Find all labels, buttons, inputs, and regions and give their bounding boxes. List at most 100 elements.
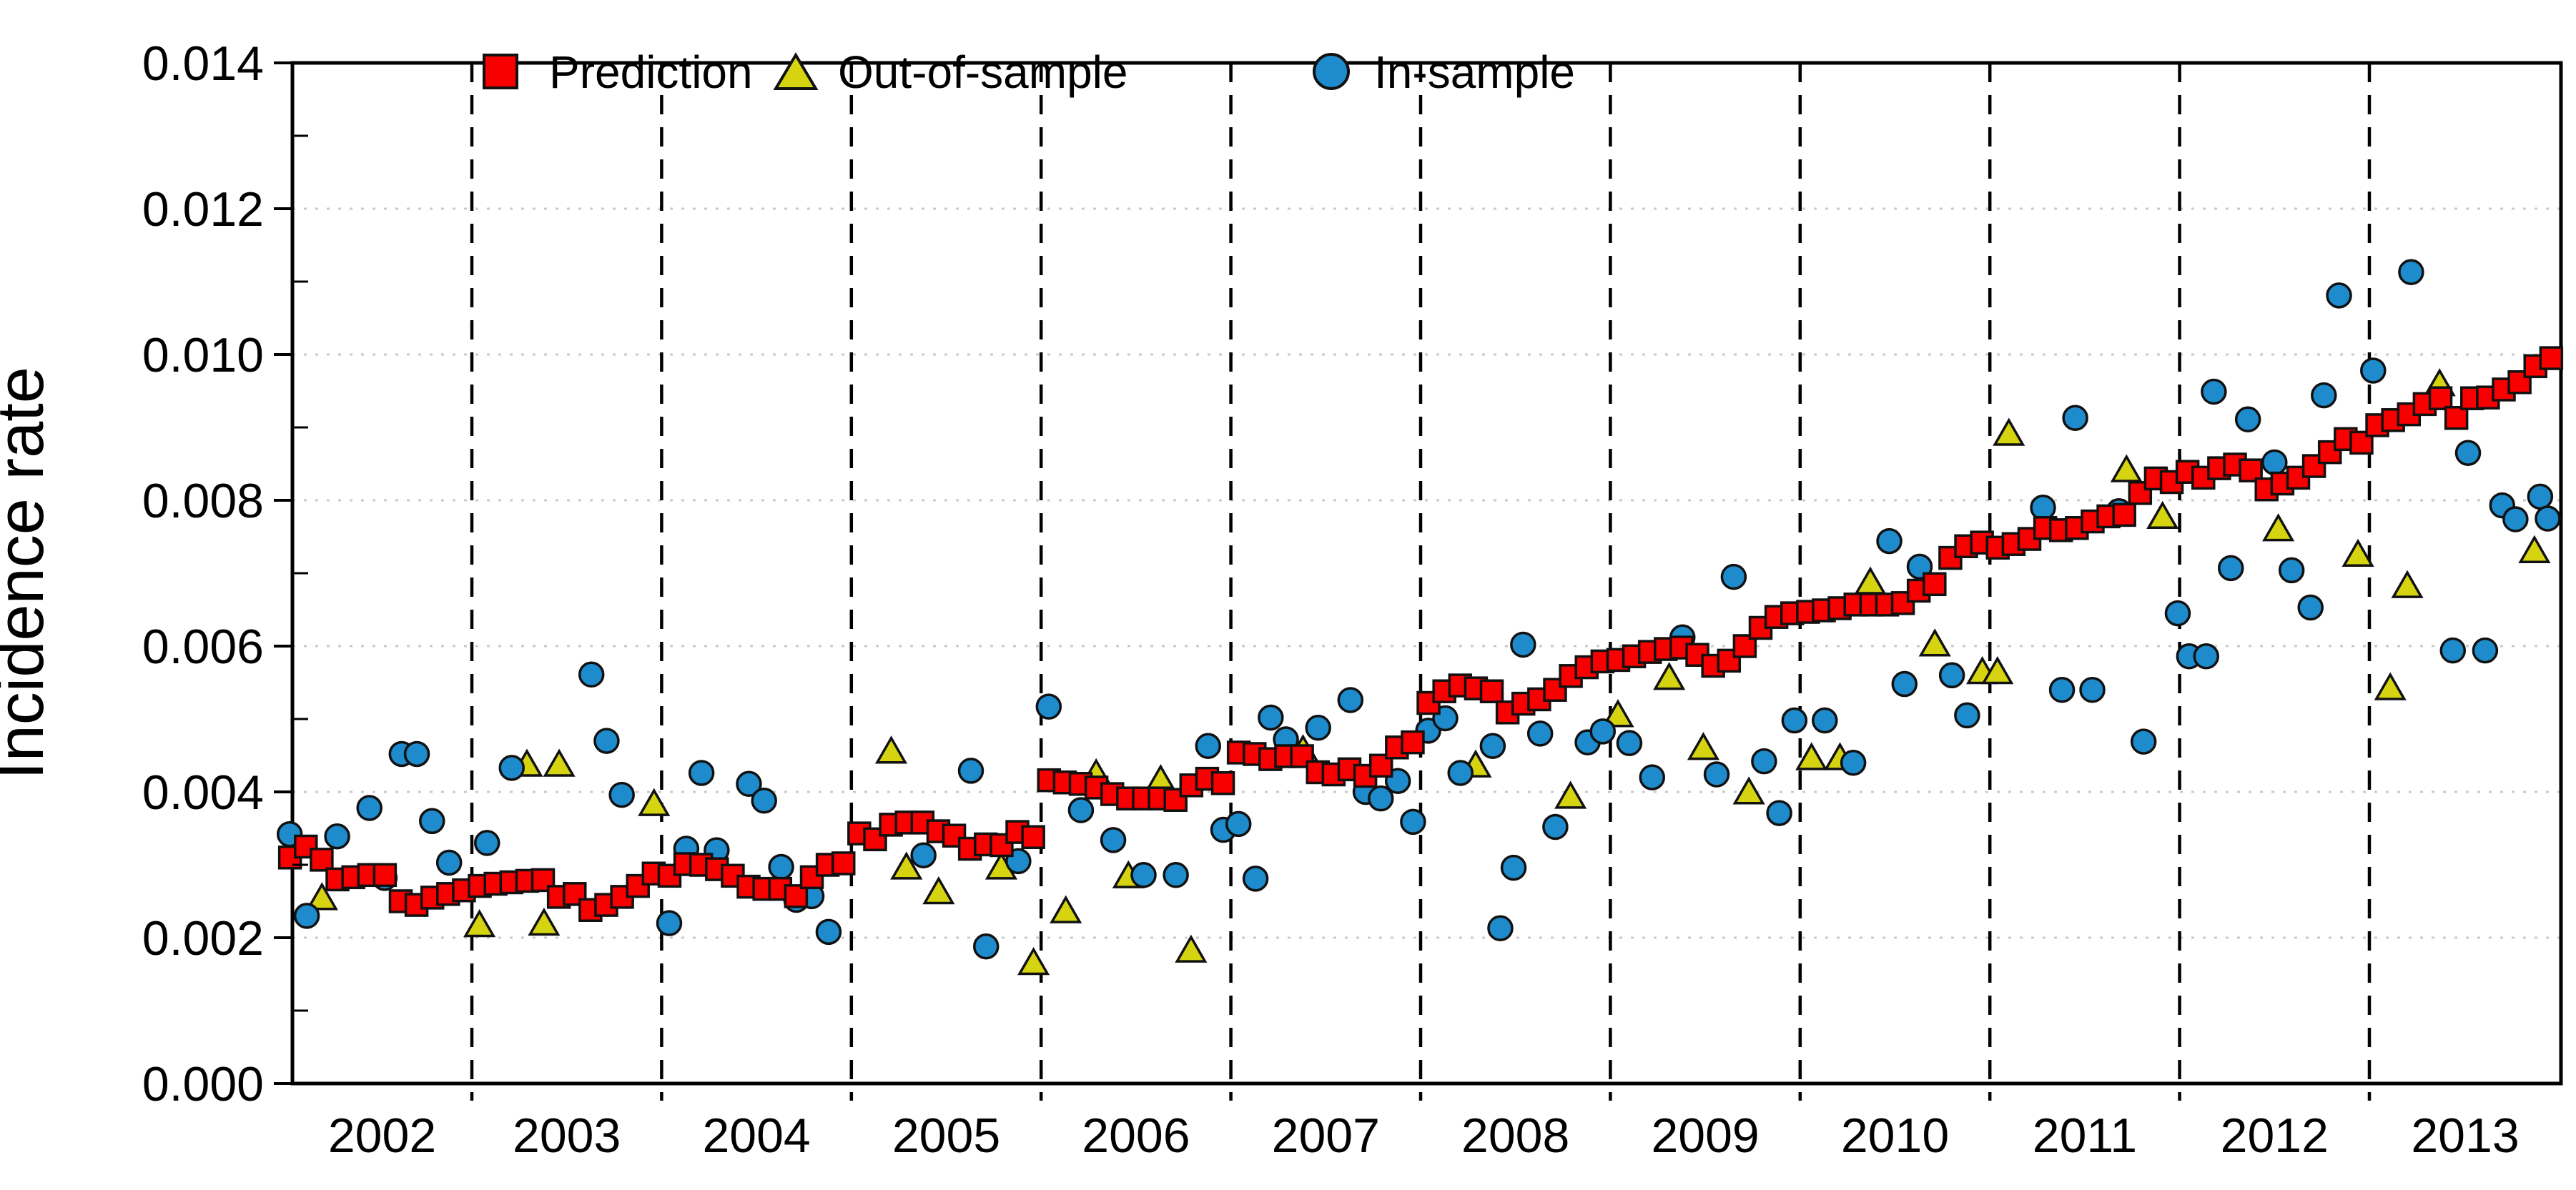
x-year-label: 2009: [1651, 1109, 1759, 1163]
prediction-point: [1923, 572, 1947, 597]
in-sample-point: [1840, 749, 1867, 776]
out-of-sample-point: [1993, 417, 2025, 446]
x-year-label: 2004: [702, 1109, 810, 1163]
prediction-point: [1210, 771, 1235, 795]
in-sample-point: [688, 760, 715, 786]
y-tick-label: 0.006: [142, 620, 264, 674]
out-of-sample-point: [1981, 655, 2014, 685]
in-sample-point: [2439, 637, 2467, 664]
out-of-sample-point: [1017, 946, 1050, 976]
out-of-sample-point: [528, 907, 561, 936]
in-sample-point: [1487, 915, 1514, 941]
y-axis-title: Incidence rate: [0, 367, 57, 780]
in-sample-point: [2234, 406, 2261, 433]
legend-out-of-sample-marker: [773, 52, 819, 90]
prediction-point: [1021, 825, 1045, 849]
in-sample-point: [656, 910, 683, 936]
in-sample-point: [1526, 720, 1554, 747]
out-of-sample-point: [1795, 742, 1828, 770]
year-separators-layer: [470, 63, 2372, 1101]
out-of-sample-point: [874, 735, 908, 764]
in-sample-point: [1100, 827, 1127, 853]
in-sample-point: [1195, 733, 1222, 759]
out-of-sample-point: [2341, 538, 2374, 567]
y-tick-label: 0.008: [142, 474, 264, 528]
prediction-point: [2112, 502, 2136, 527]
out-of-sample-point: [1687, 732, 1720, 760]
out-of-sample-point: [2262, 513, 2295, 542]
in-sample-point: [2527, 483, 2554, 510]
in-sample-point: [1781, 707, 1808, 734]
in-sample-point: [2062, 405, 2088, 431]
in-sample-point: [498, 755, 525, 781]
in-sample-point: [1589, 718, 1617, 745]
in-sample-point: [2048, 676, 2076, 703]
in-sample-point: [768, 853, 794, 881]
in-sample-point: [324, 823, 350, 850]
in-sample-point: [1479, 733, 1506, 759]
in-sample-point: [2311, 382, 2337, 409]
out-of-sample-point: [1854, 566, 1887, 595]
in-sample-point: [2193, 643, 2220, 670]
data-points-layer: [276, 259, 2564, 976]
in-sample-point: [2164, 600, 2191, 627]
in-sample-point: [1812, 707, 1838, 734]
in-sample-point: [2201, 378, 2227, 405]
in-sample-point: [2472, 637, 2499, 664]
in-sample-point: [1035, 693, 1062, 720]
prediction-point: [1005, 820, 1030, 844]
in-sample-point: [2360, 357, 2387, 384]
y-tick-label: 0.012: [142, 182, 264, 237]
in-sample-point: [1500, 854, 1527, 881]
in-sample-point: [593, 728, 620, 754]
out-of-sample-point: [1653, 662, 1686, 690]
prediction-point: [1732, 634, 1757, 658]
prediction-point: [310, 848, 334, 872]
out-of-sample-point: [2110, 454, 2143, 482]
in-sample-point: [2326, 282, 2352, 309]
in-sample-point: [419, 808, 445, 835]
in-sample-point: [1891, 670, 1918, 698]
out-of-sample-point: [1554, 780, 1587, 809]
out-of-sample-point: [543, 748, 576, 777]
in-sample-point: [403, 740, 430, 768]
in-sample-point: [1938, 662, 1965, 689]
out-of-sample-point: [1175, 934, 1208, 963]
in-sample-point: [736, 770, 762, 798]
out-of-sample-point: [1602, 699, 1634, 728]
out-of-sample-point: [2146, 500, 2179, 529]
in-sample-point: [1225, 810, 1252, 838]
in-sample-point: [2502, 506, 2529, 532]
y-tick-label: 0.004: [142, 765, 264, 820]
prediction-point: [1717, 648, 1742, 673]
prediction-point: [2349, 430, 2374, 455]
in-sample-point: [356, 795, 383, 821]
x-year-label: 2010: [1841, 1109, 1949, 1163]
in-sample-point: [1337, 687, 1364, 713]
out-of-sample-point: [1918, 628, 1951, 657]
in-sample-point: [1751, 748, 1777, 775]
y-tick-label: 0.002: [142, 911, 264, 966]
in-sample-point: [2398, 259, 2424, 285]
legend: Prediction Out-of-sample In-sample: [483, 46, 1575, 98]
prediction-point: [2539, 346, 2564, 370]
x-year-label: 2013: [2411, 1109, 2519, 1163]
in-sample-point: [815, 918, 842, 946]
ticks-layer: [274, 61, 2371, 1085]
in-sample-point: [1067, 797, 1095, 823]
in-sample-point: [910, 842, 937, 868]
in-sample-point: [2278, 557, 2305, 584]
x-year-label: 2006: [1082, 1109, 1190, 1163]
in-sample-point: [2030, 494, 2056, 521]
prediction-point: [1401, 730, 1425, 755]
in-sample-point: [1163, 862, 1189, 888]
in-sample-point: [1510, 631, 1536, 658]
in-sample-point: [1305, 714, 1331, 741]
in-sample-point: [1954, 702, 1980, 729]
prediction-point: [626, 873, 650, 898]
legend-prediction-marker: [483, 54, 518, 89]
in-sample-point: [2454, 440, 2482, 466]
gridlines-layer: [292, 207, 2561, 939]
in-sample-point: [435, 849, 463, 876]
in-sample-point: [1368, 785, 1394, 812]
